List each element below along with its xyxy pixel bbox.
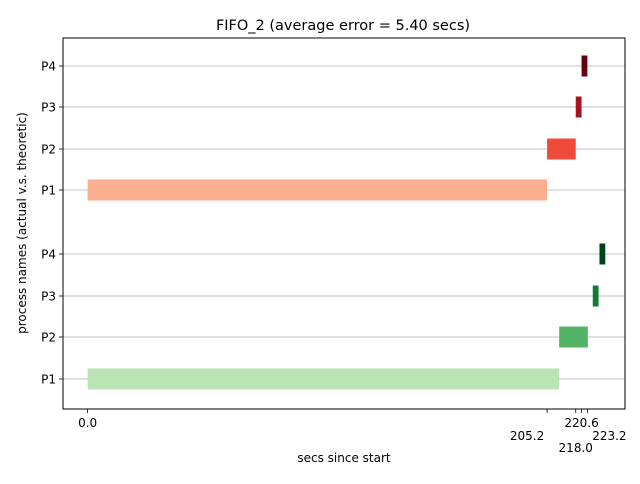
- y-tick-label: P4: [41, 60, 56, 74]
- y-tick-label: P4: [41, 248, 56, 262]
- bar-actual-p4: [581, 55, 588, 77]
- x-tick-label: 218.0: [559, 441, 593, 455]
- y-tick-label: P1: [41, 373, 56, 387]
- bar-actual-p3: [575, 96, 582, 118]
- x-axis-label: secs since start: [297, 451, 391, 465]
- chart-title: FIFO_2 (average error = 5.40 secs): [216, 18, 470, 34]
- y-axis-ticks: P1 P2 P3 P4 P1 P2 P3 P4: [41, 60, 63, 387]
- plot-frame: [62, 37, 626, 410]
- bar-theoretic-p2: [559, 326, 588, 348]
- x-tick-label: 223.2: [592, 429, 626, 443]
- y-tick-label: P3: [41, 290, 56, 304]
- x-tick-label: 205.2: [510, 429, 544, 443]
- bars: [87, 55, 606, 390]
- y-tick-label: P2: [41, 331, 56, 345]
- y-tick-label: P3: [41, 101, 56, 115]
- bar-theoretic-p3: [592, 285, 599, 307]
- y-tick-label: P1: [41, 184, 56, 198]
- y-tick-label: P2: [41, 143, 56, 157]
- y-axis-label: process names (actual v.s. theoretic): [15, 112, 29, 334]
- bar-actual-p1: [87, 179, 548, 201]
- bar-actual-p2: [547, 138, 576, 160]
- x-tick-label: 0.0: [78, 416, 97, 430]
- bar-theoretic-p4: [599, 243, 606, 265]
- bar-theoretic-p1: [87, 368, 560, 390]
- x-tick-label: 220.6: [564, 416, 598, 430]
